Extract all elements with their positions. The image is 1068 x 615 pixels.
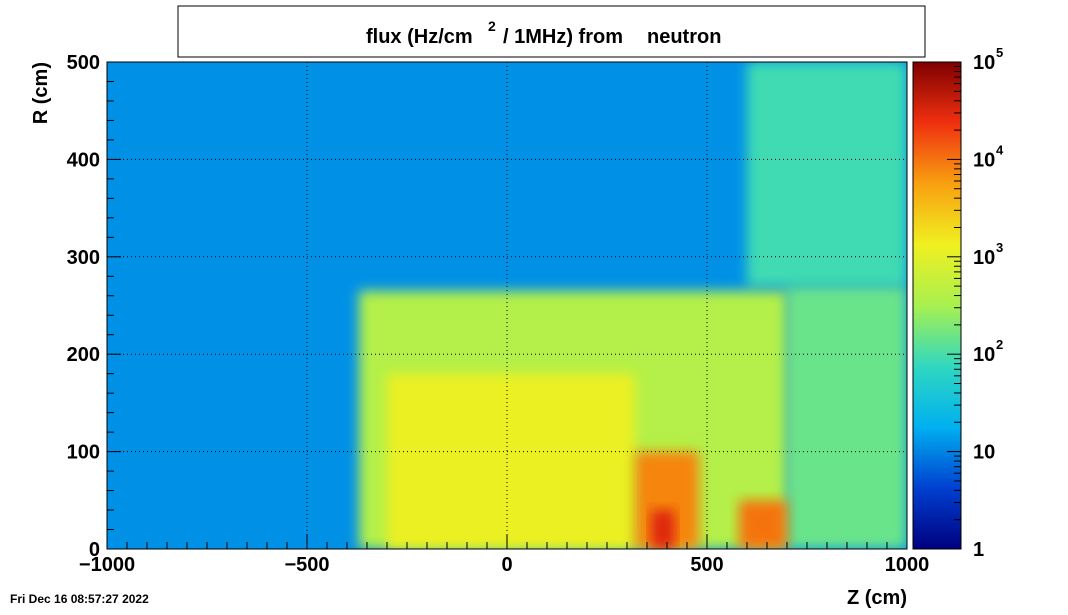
y-tick-label: 500 [67, 52, 100, 74]
colorbar-tick-label: 10 [973, 344, 995, 366]
colorbar-tick-label: 10 [973, 149, 995, 171]
y-tick-label: 400 [67, 149, 100, 171]
x-tick-label: −500 [284, 554, 329, 576]
chart-title-superscript: 2 [488, 18, 496, 34]
colorbar-tick-exponent: 4 [996, 142, 1004, 157]
heatmap-region-inner-detector [387, 373, 635, 549]
x-axis: −1000 −500 0 500 1000 [79, 535, 929, 576]
timestamp: Fri Dec 16 08:57:27 2022 [10, 592, 149, 606]
y-axis-label: R (cm) [30, 62, 52, 124]
x-tick-label: 0 [501, 554, 512, 576]
x-tick-label: 1000 [885, 554, 930, 576]
y-tick-label: 100 [67, 442, 100, 464]
colorbar-tick-label: 10 [973, 52, 995, 74]
colorbar [912, 61, 962, 550]
heatmap-region-forward-spot [739, 500, 787, 549]
title-box [177, 5, 926, 58]
heatmap-region-outer-lower-right [787, 286, 907, 549]
colorbar-tick-label: 10 [973, 247, 995, 269]
colorbar-tick-exponent: 5 [996, 45, 1003, 60]
y-tick-label: 0 [89, 539, 100, 561]
colorbar-tick-label: 1 [973, 539, 984, 561]
x-axis-label: Z (cm) [847, 587, 907, 609]
chart-title-particle: neutron [647, 26, 721, 48]
grid-lines [107, 62, 907, 549]
colorbar-tick-exponent: 3 [996, 240, 1003, 255]
chart-title-main: flux (Hz/cm [366, 26, 473, 48]
colorbar-tick-exponent: 2 [996, 337, 1003, 352]
heatmap-region-peak [651, 510, 675, 549]
heatmap-area [107, 62, 907, 549]
y-tick-label: 200 [67, 344, 100, 366]
y-tick-label: 300 [67, 247, 100, 269]
y-axis: 0 100 200 300 400 500 [67, 52, 121, 561]
chart-title-rest: / 1MHz) from [503, 26, 623, 48]
colorbar-tick-label: 10 [973, 442, 995, 464]
x-tick-label: −1000 [79, 554, 135, 576]
x-tick-label: 500 [690, 554, 723, 576]
heatmap-region-outer-upper-right [747, 62, 907, 287]
